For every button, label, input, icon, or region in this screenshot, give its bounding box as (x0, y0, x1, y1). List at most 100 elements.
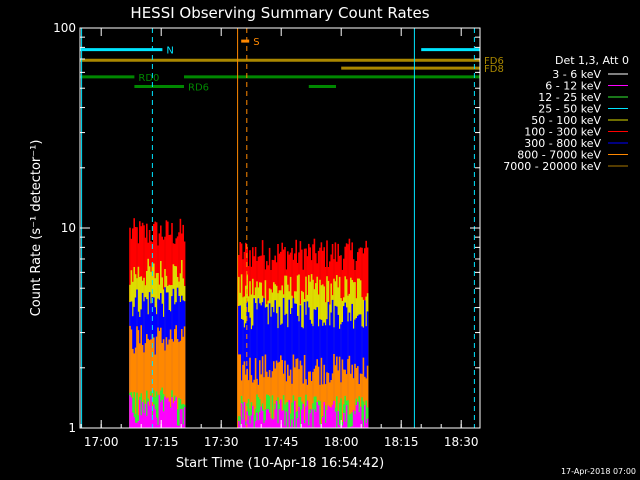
histogram-bar (171, 339, 173, 428)
y-tick-label-1: 10 (61, 221, 76, 235)
histogram-bar (136, 392, 138, 428)
histogram-bar (343, 413, 345, 428)
histogram-bar (256, 309, 258, 428)
histogram-bar (253, 379, 255, 428)
histogram-bar (162, 339, 165, 428)
histogram-bar (153, 404, 155, 428)
histogram-bar (350, 373, 352, 428)
histogram-bar (256, 412, 258, 428)
histogram-bar (323, 364, 325, 428)
histogram-bar (324, 405, 327, 428)
histogram-bar (257, 298, 260, 428)
histogram-bar (302, 403, 304, 428)
histogram-bar (242, 419, 244, 428)
histogram-bar (324, 422, 327, 428)
histogram-bar (345, 405, 348, 428)
legend-label-6: 300 - 800 keV (524, 137, 601, 150)
histogram-bar (144, 403, 147, 428)
histogram-bar (310, 381, 313, 428)
histogram-bar (250, 415, 253, 428)
histogram-bar (357, 401, 359, 428)
histogram-bar (299, 360, 302, 428)
histogram-bar (277, 362, 279, 428)
flag-label-4: FD8 (484, 64, 504, 75)
histogram-bar (169, 329, 172, 428)
histogram-bar (157, 424, 159, 428)
histogram-bar (165, 337, 168, 428)
histogram-bar (263, 409, 265, 428)
histogram-bar (274, 368, 276, 428)
histogram-bar (322, 384, 324, 428)
histogram-bar (340, 324, 342, 428)
histogram-bar (320, 357, 323, 428)
histogram-bar (347, 359, 349, 428)
histogram-bar (165, 398, 168, 428)
histogram-bar (146, 415, 148, 428)
histogram-bar (358, 314, 360, 428)
histogram-bar (242, 401, 244, 428)
histogram-bar (359, 314, 362, 428)
histogram-bar (348, 414, 351, 428)
histogram-bar (330, 380, 332, 428)
histogram-bar (347, 400, 349, 428)
histogram-bar (261, 410, 264, 428)
histogram-bar (239, 425, 241, 428)
histogram-bar (291, 419, 293, 428)
histogram-bar (139, 399, 141, 428)
histogram-bar (169, 407, 172, 428)
histogram-bar (354, 414, 356, 428)
histogram-bar (264, 409, 267, 428)
histogram-bar (181, 329, 183, 428)
histogram-bar (334, 411, 337, 428)
histogram-bar (362, 357, 365, 428)
histogram-bar (327, 373, 330, 428)
histogram-bar (172, 341, 175, 428)
histogram-bar (284, 360, 286, 428)
histogram-bar (130, 329, 133, 428)
histogram-bar (260, 406, 262, 428)
histogram-bar (364, 376, 366, 428)
histogram-bar (154, 409, 156, 428)
histogram-bar (271, 419, 274, 428)
histogram-bar (239, 354, 241, 428)
histogram-bar (366, 418, 369, 428)
histogram-bar (326, 372, 328, 428)
histogram-bar (308, 307, 310, 428)
histogram-bar (253, 298, 255, 428)
histogram-bar (355, 368, 358, 428)
y-axis-label: Count Rate (s⁻¹ detector⁻¹) (29, 140, 44, 317)
x-tick-label-2: 17:30 (204, 435, 239, 449)
histogram-bar (160, 327, 162, 428)
histogram-bar (249, 357, 251, 428)
histogram-bar (252, 382, 254, 428)
histogram-bar (245, 425, 247, 428)
histogram-bar (298, 406, 300, 428)
histogram-bar (267, 409, 269, 428)
histogram-bar (329, 382, 331, 428)
histogram-bar (288, 299, 290, 428)
histogram-bar (323, 402, 325, 428)
x-tick-label-1: 17:15 (144, 435, 179, 449)
histogram-bar (243, 402, 246, 428)
histogram-bar (357, 366, 359, 428)
histogram-bar (167, 397, 169, 428)
histogram-bar (296, 418, 299, 428)
histogram-bar (137, 330, 140, 428)
histogram-bar (285, 411, 288, 428)
histogram-bar (336, 396, 338, 428)
histogram-bar (153, 337, 155, 428)
histogram-bar (132, 412, 134, 428)
histogram-bar (140, 325, 142, 428)
histogram-bar (337, 370, 339, 428)
x-tick-label-3: 17:45 (264, 435, 299, 449)
histogram-bar (273, 361, 275, 428)
histogram-bar (338, 424, 341, 428)
histogram-bar (294, 303, 296, 428)
histogram-bar (264, 420, 267, 428)
histogram-bar (313, 309, 316, 428)
histogram-bar (136, 326, 138, 428)
histogram-bar (172, 403, 175, 428)
histogram-bar (178, 342, 180, 428)
legend-label-8: 7000 - 20000 keV (503, 160, 601, 173)
legend-label-0: 3 - 6 keV (552, 68, 601, 81)
